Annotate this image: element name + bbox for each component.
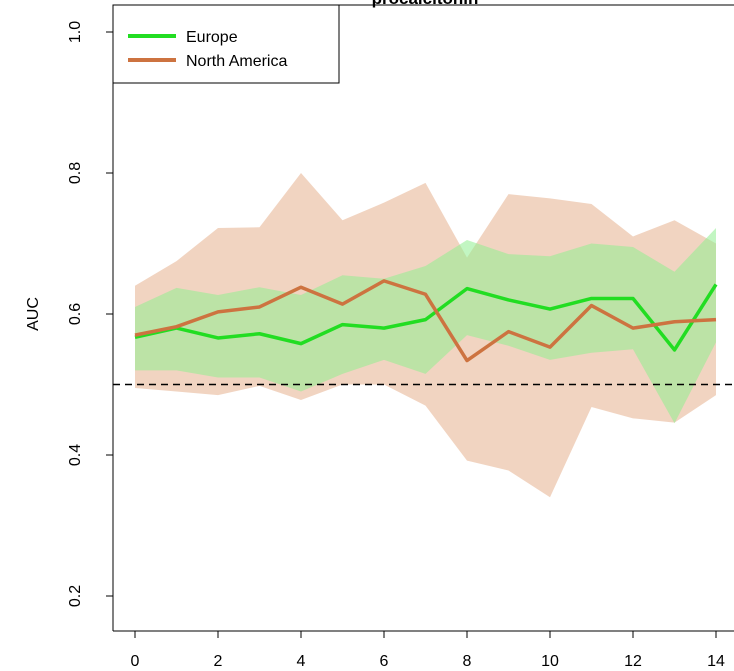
plot-area: [113, 173, 734, 498]
line-north-america: [134, 279, 717, 363]
y-tick-label: 0.4: [67, 444, 84, 466]
legend-europe-label: Europe: [186, 29, 238, 46]
series-lines: [134, 279, 718, 363]
y-tick-label: 0.6: [67, 303, 84, 325]
chart-title: procalcitonin: [372, 0, 479, 8]
x-tick-label: 8: [463, 653, 472, 670]
axes: 0 2 4 6 8 10 12 14 0.2 0.4 0.6 0.8 1.0 AUC: [25, 4, 734, 670]
x-tick-label: 12: [624, 653, 642, 670]
y-axis-title: AUC: [25, 297, 42, 331]
confidence-bands: [135, 173, 716, 498]
legend-box: [112, 4, 340, 84]
y-tick-label: 0.8: [67, 162, 84, 184]
x-tick-label: 14: [707, 653, 725, 670]
band-europe: [135, 227, 716, 424]
y-tick-label: 0.2: [67, 585, 84, 607]
line-europe: [134, 283, 718, 352]
y-tick-label: 1.0: [67, 21, 84, 43]
x-tick-label: 10: [541, 653, 559, 670]
x-tick-label: 2: [214, 653, 223, 670]
y-axis-ticks: 0.2 0.4 0.6 0.8 1.0: [67, 21, 113, 607]
x-axis-ticks: 0 2 4 6 8 10 12 14: [131, 631, 725, 670]
x-tick-label: 6: [380, 653, 389, 670]
legend-north-america-label: North America: [186, 53, 287, 70]
legend: Europe North America: [112, 4, 340, 84]
x-tick-label: 0: [131, 653, 140, 670]
x-tick-label: 4: [297, 653, 306, 670]
